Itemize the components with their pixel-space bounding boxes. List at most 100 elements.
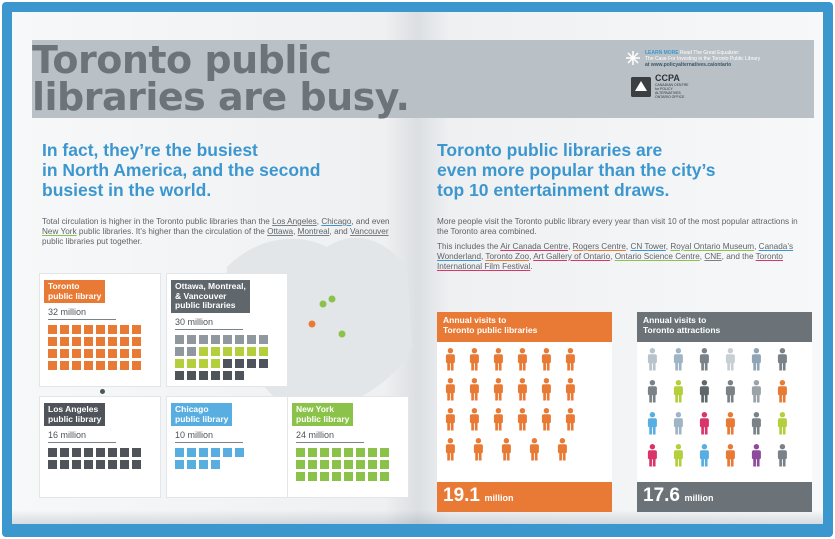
unit-square <box>84 460 93 469</box>
unit-square <box>332 448 341 457</box>
unit-square <box>356 472 365 481</box>
unit-square <box>72 337 81 346</box>
person-figure <box>699 348 709 371</box>
unit-square <box>296 472 305 481</box>
unit-square <box>120 349 129 358</box>
unit-square <box>48 337 57 346</box>
unit-square <box>368 460 377 469</box>
unit-square <box>120 361 129 370</box>
unit-square <box>108 349 117 358</box>
unit-square <box>120 460 129 469</box>
person-figure <box>647 412 657 435</box>
unit-square <box>96 448 105 457</box>
unit-square <box>48 361 57 370</box>
unit-square <box>48 325 57 334</box>
unit-square <box>108 361 117 370</box>
unit-square <box>187 370 196 380</box>
card-divider <box>175 328 243 330</box>
unit-square <box>211 460 220 469</box>
unit-square <box>223 370 232 380</box>
learn-more-label: LEARN MORE <box>645 50 679 56</box>
unit-square <box>72 325 81 334</box>
unit-square <box>96 361 105 370</box>
unit-square <box>211 358 220 368</box>
unit-square <box>332 460 341 469</box>
unit-square <box>344 472 353 481</box>
person-figure <box>541 408 551 431</box>
unit-square <box>380 448 389 457</box>
unit-square <box>108 448 117 457</box>
unit-square <box>320 472 329 481</box>
unit-square <box>235 346 244 356</box>
person-figure <box>445 348 455 371</box>
person-figure <box>493 378 503 401</box>
map-dot-losangeles <box>100 389 105 394</box>
person-figure <box>673 444 683 467</box>
unit-square <box>132 361 141 370</box>
unit-square <box>96 349 105 358</box>
unit-square <box>60 361 69 370</box>
right-paragraph-2: This includes the Air Canada Centre, Rog… <box>437 242 794 271</box>
unit-square <box>60 337 69 346</box>
unit-square <box>320 448 329 457</box>
unit-square <box>235 448 244 457</box>
snowflake-icon <box>626 51 640 65</box>
unit-grid <box>48 325 141 370</box>
unit-square <box>175 460 184 469</box>
person-figure <box>529 438 539 461</box>
person-figure <box>541 348 551 371</box>
person-figure <box>725 412 735 435</box>
unit-square <box>296 460 305 469</box>
unit-square <box>199 358 208 368</box>
unit-square <box>247 334 256 344</box>
person-figure <box>473 438 483 461</box>
page-spread: Toronto public libraries are busy. LEARN… <box>12 12 823 524</box>
unit-square <box>72 460 81 469</box>
unit-square <box>235 370 244 380</box>
unit-square <box>356 460 365 469</box>
card-chicago: Chicago public library 10 million <box>167 397 287 497</box>
unit-square <box>368 472 377 481</box>
unit-square <box>72 448 81 457</box>
person-figure <box>647 348 657 371</box>
unit-square <box>356 448 365 457</box>
unit-square <box>132 349 141 358</box>
right-paragraph-1: More people visit the Toronto public lib… <box>437 217 798 236</box>
visits-heading: Annual visits to Toronto public librarie… <box>437 312 612 342</box>
people-pictogram <box>647 348 787 467</box>
unit-square <box>247 346 256 356</box>
unit-square <box>368 448 377 457</box>
unit-square <box>132 325 141 334</box>
visits-total: 17.6 million <box>637 482 812 512</box>
ccpa-logo-icon <box>631 76 651 97</box>
person-figure <box>541 378 551 401</box>
person-figure <box>725 444 735 467</box>
person-figure <box>673 348 683 371</box>
unit-square <box>84 361 93 370</box>
left-paragraph: Total circulation is higher in the Toron… <box>42 217 390 246</box>
unit-square <box>60 349 69 358</box>
unit-square <box>48 448 57 457</box>
unit-square <box>223 334 232 344</box>
unit-square <box>175 334 184 344</box>
unit-square <box>187 460 196 469</box>
card-label: Chicago public library <box>171 403 233 426</box>
unit-square <box>96 460 105 469</box>
person-figure <box>517 408 527 431</box>
unit-square <box>108 460 117 469</box>
person-figure <box>517 378 527 401</box>
learn-more-url[interactable]: at www.policyalternatives.ca/ontario <box>645 62 732 68</box>
visits-body <box>637 342 812 482</box>
map-dot-montreal <box>319 300 327 308</box>
card-toronto: Toronto public library 32 million <box>40 274 160 386</box>
people-pictogram <box>445 348 575 461</box>
person-figure <box>565 348 575 371</box>
unit-square <box>235 334 244 344</box>
unit-square <box>380 460 389 469</box>
unit-square <box>48 460 57 469</box>
map-dot-newyork <box>338 330 346 338</box>
person-figure <box>673 380 683 403</box>
person-figure <box>699 412 709 435</box>
unit-square <box>344 448 353 457</box>
